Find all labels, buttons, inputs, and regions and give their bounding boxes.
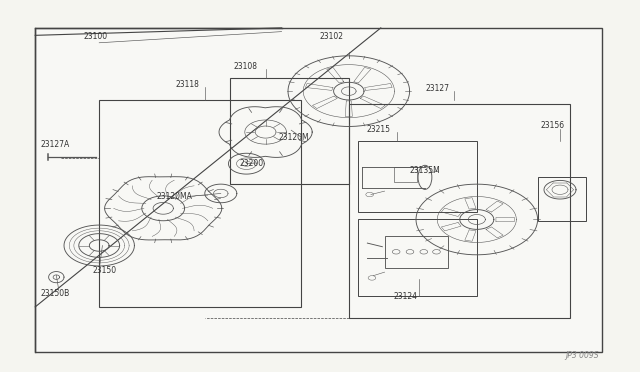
Bar [538,177,586,221]
Text: 23127A: 23127A [40,140,70,149]
Text: 23108: 23108 [234,62,258,71]
Text: 23102: 23102 [320,32,344,41]
Text: 23124: 23124 [394,292,418,301]
Bar [35,28,602,352]
Text: 23120MA: 23120MA [157,192,193,201]
Text: 23127: 23127 [426,84,450,93]
Text: 23150B: 23150B [40,289,70,298]
Bar [358,219,477,296]
Text: 23215: 23215 [366,125,390,134]
Text: 23135M: 23135M [410,166,440,175]
Bar [385,236,448,269]
Text: 23118: 23118 [176,80,200,89]
Text: 23120M: 23120M [278,132,309,141]
Bar [358,141,477,212]
Bar [99,100,301,307]
Text: 23100: 23100 [83,32,108,41]
Text: 23150: 23150 [93,266,117,275]
Text: 23200: 23200 [240,158,264,167]
Text: JP3 009S: JP3 009S [564,351,598,360]
Bar [394,167,417,182]
Bar [230,78,349,184]
Text: 23156: 23156 [541,121,565,130]
Bar [349,104,570,318]
